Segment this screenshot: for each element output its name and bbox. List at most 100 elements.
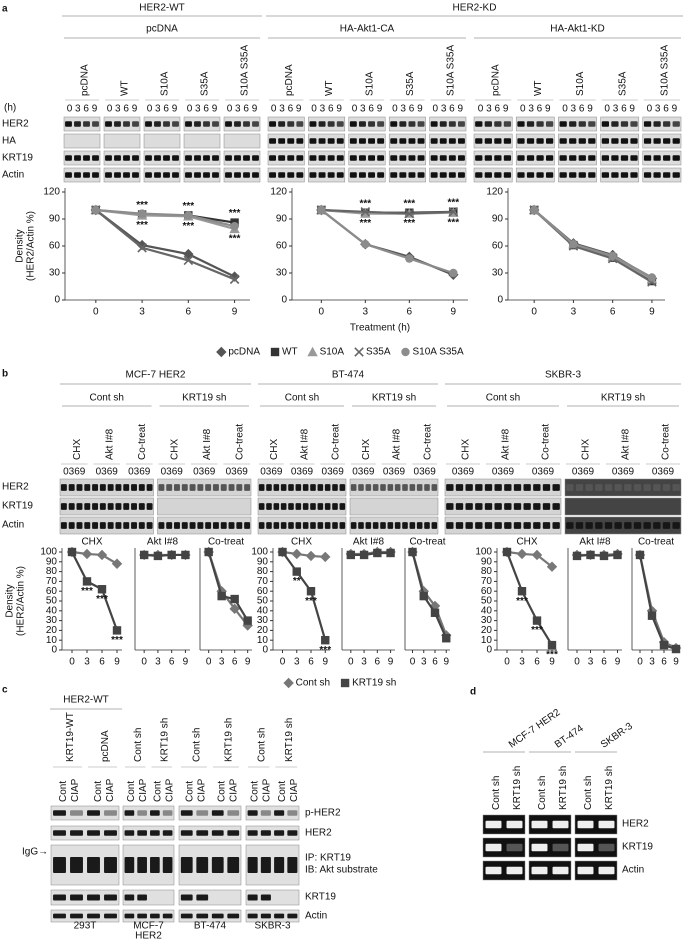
legend: Cont sh KRT19 sh bbox=[283, 678, 396, 689]
blot-band bbox=[280, 522, 287, 529]
y-tick-label: 20 bbox=[481, 625, 493, 636]
blot-band bbox=[274, 830, 285, 836]
point bbox=[340, 678, 350, 688]
blot-band bbox=[465, 503, 473, 510]
blot-band bbox=[84, 484, 91, 491]
blot-band bbox=[620, 172, 629, 178]
blot-band bbox=[162, 830, 173, 836]
blot-band bbox=[536, 121, 544, 127]
blot-band bbox=[439, 121, 447, 127]
blot-panel bbox=[642, 167, 682, 183]
blot-band bbox=[484, 503, 493, 510]
point bbox=[229, 274, 240, 285]
blot-band bbox=[146, 522, 153, 529]
blot-band bbox=[417, 138, 425, 144]
blot-band bbox=[145, 172, 152, 178]
blot-band bbox=[604, 522, 613, 529]
lane-label: KRT19 sh bbox=[159, 718, 170, 762]
blot-band bbox=[236, 522, 243, 529]
blot-panel bbox=[223, 150, 261, 166]
blot-band bbox=[287, 121, 295, 127]
blot-band bbox=[575, 522, 584, 529]
point bbox=[599, 551, 609, 561]
y-tick-label: 100 bbox=[475, 547, 492, 558]
shrna-label: KRT19 sh bbox=[372, 393, 416, 404]
blot-band bbox=[244, 522, 251, 529]
annotation: *** bbox=[447, 217, 459, 228]
blot-band bbox=[163, 155, 170, 161]
point bbox=[386, 548, 395, 558]
blot-band bbox=[545, 121, 554, 127]
x-tick-label: 6 bbox=[169, 657, 175, 668]
blot-band bbox=[137, 830, 147, 836]
blot-band bbox=[399, 138, 407, 144]
blot-band bbox=[409, 522, 416, 529]
blot-band bbox=[446, 522, 454, 529]
blot-panel bbox=[515, 167, 555, 183]
blot-band bbox=[53, 894, 66, 901]
blot-band bbox=[358, 155, 366, 161]
blot-band bbox=[132, 155, 139, 161]
blot-band bbox=[296, 172, 304, 178]
blot-band bbox=[409, 484, 416, 491]
blot-band bbox=[87, 810, 100, 816]
treatment-label: Cont bbox=[58, 781, 69, 802]
blot-band bbox=[439, 172, 447, 178]
annotation: *** bbox=[305, 596, 317, 607]
x-tick-label: 3 bbox=[519, 657, 525, 668]
blot-band bbox=[180, 830, 193, 836]
legend-label: Cont sh bbox=[296, 678, 330, 689]
chart-title: Co-treat bbox=[638, 537, 674, 548]
lane-label: S35A bbox=[200, 71, 211, 96]
blot-band bbox=[653, 121, 661, 127]
row-label: HER2 bbox=[2, 119, 29, 130]
blot-band bbox=[234, 172, 241, 178]
blot-band bbox=[181, 522, 188, 529]
blot-panel bbox=[600, 133, 640, 149]
blot-band bbox=[408, 172, 416, 178]
blot-band bbox=[672, 172, 680, 178]
point bbox=[361, 240, 370, 249]
y-tick-label: 0 bbox=[281, 295, 287, 306]
lane-label: pcDNA bbox=[284, 64, 295, 96]
blot-band bbox=[227, 810, 240, 816]
blot-band bbox=[131, 522, 137, 529]
annotation: *** bbox=[531, 625, 543, 636]
blot-band bbox=[180, 857, 193, 873]
time-label: 0369 bbox=[532, 467, 555, 478]
blot-band bbox=[517, 121, 525, 127]
blot-band bbox=[288, 503, 294, 510]
blot-band bbox=[247, 894, 258, 901]
blot-band bbox=[205, 522, 212, 529]
time-label: 0 3 6 9 bbox=[392, 104, 423, 115]
blot-panel bbox=[349, 497, 439, 516]
blot-panel bbox=[50, 805, 120, 821]
x-tick-label: 6 bbox=[432, 657, 438, 668]
blot-panel bbox=[257, 478, 347, 497]
blot-panel bbox=[473, 116, 513, 132]
blot-band bbox=[559, 138, 567, 144]
blot-band bbox=[494, 503, 502, 510]
y-tick-label: 70 bbox=[481, 576, 493, 587]
blot-band bbox=[83, 121, 90, 127]
treatment-label: Co-treat bbox=[137, 424, 148, 460]
blot-band bbox=[408, 155, 416, 161]
blot-band bbox=[533, 503, 541, 510]
blot-panel bbox=[143, 133, 181, 149]
y-tick-label: 100 bbox=[40, 547, 57, 558]
blot-band bbox=[83, 172, 90, 178]
time-label: 0 3 6 9 bbox=[147, 104, 178, 115]
blot-band bbox=[365, 522, 372, 529]
time-label: 0369 bbox=[383, 467, 406, 478]
blot-band bbox=[310, 522, 316, 529]
treatment-label: Cont bbox=[185, 781, 196, 802]
point bbox=[418, 586, 429, 597]
blot-panel bbox=[178, 805, 242, 821]
blot-panel bbox=[223, 116, 261, 132]
blot-band bbox=[309, 172, 317, 178]
legend-label: pcDNA bbox=[228, 347, 260, 358]
blot-band bbox=[448, 172, 456, 178]
legend-label: S10A S35A bbox=[413, 347, 464, 358]
x-tick-label: 6 bbox=[661, 657, 667, 668]
point bbox=[91, 205, 101, 215]
